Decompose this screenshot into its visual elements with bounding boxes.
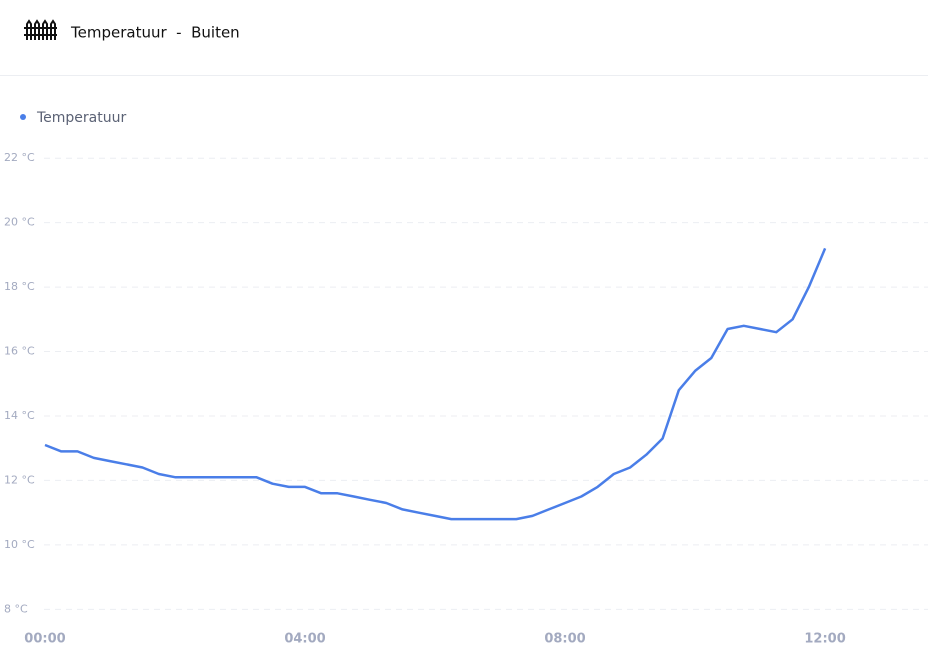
chart-title: Temperatuur - Buiten [70,24,240,42]
fence-icon [24,19,57,40]
y-tick-label: 8 °C [4,602,28,615]
x-tick-label: 08:00 [544,632,585,647]
line-series [44,247,827,521]
y-tick-label: 20 °C [4,216,35,229]
x-tick-label: 00:00 [24,632,65,647]
x-tick-label: 12:00 [804,632,845,647]
y-tick-label: 10 °C [4,538,35,551]
y-tick-label: 12 °C [4,473,35,486]
x-tick-label: 04:00 [284,632,325,647]
legend-label[interactable]: Temperatuur [36,110,126,126]
y-tick-label: 18 °C [4,280,35,293]
y-tick-label: 22 °C [4,151,35,164]
legend-dot [20,114,26,120]
y-tick-label: 14 °C [4,409,35,422]
y-tick-label: 16 °C [4,345,35,358]
